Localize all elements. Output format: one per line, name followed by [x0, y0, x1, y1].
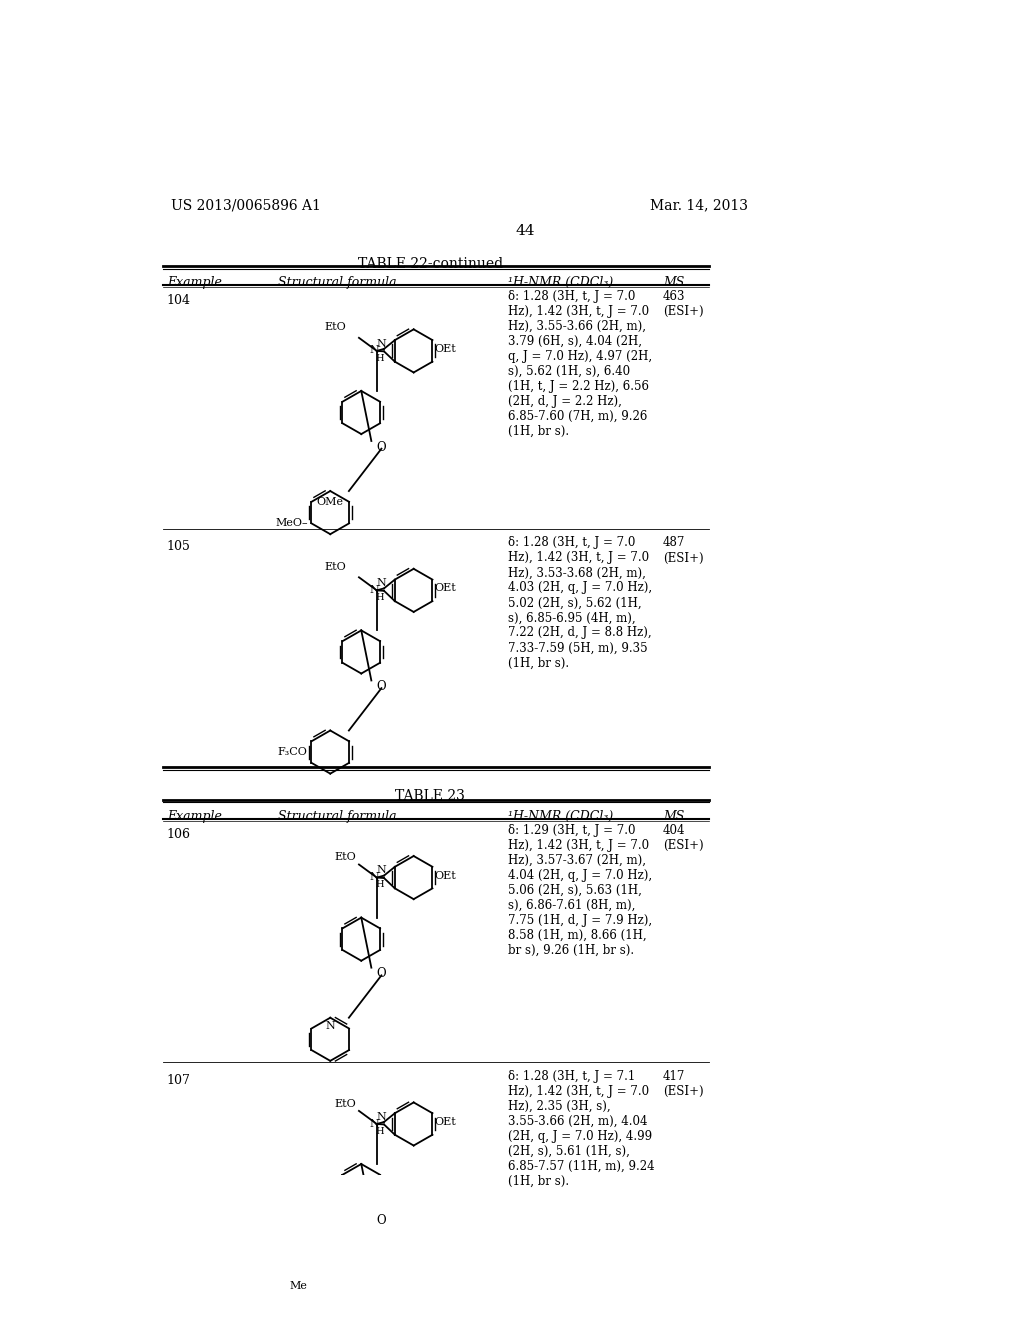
Text: N: N: [377, 578, 387, 589]
Text: Me: Me: [290, 1280, 307, 1291]
Text: H: H: [376, 593, 384, 602]
Text: TABLE 22-continued: TABLE 22-continued: [357, 257, 503, 271]
Text: N: N: [377, 1111, 387, 1122]
Text: O: O: [377, 968, 386, 981]
Text: MS: MS: [663, 276, 684, 289]
Text: N: N: [370, 585, 380, 595]
Text: O: O: [377, 680, 386, 693]
Text: H: H: [376, 880, 384, 890]
Text: N: N: [370, 346, 380, 355]
Text: 104: 104: [167, 294, 190, 308]
Text: H: H: [376, 354, 384, 363]
Text: TABLE 23: TABLE 23: [395, 789, 465, 803]
Text: Example: Example: [167, 276, 221, 289]
Text: F₃CO: F₃CO: [278, 747, 307, 758]
Text: OEt: OEt: [435, 345, 457, 354]
Text: 463
(ESI+): 463 (ESI+): [663, 290, 703, 318]
Text: Example: Example: [167, 810, 221, 822]
Text: EtO: EtO: [334, 1098, 356, 1109]
Text: MS: MS: [663, 810, 684, 822]
Text: O: O: [377, 441, 386, 454]
Text: MeO–: MeO–: [275, 519, 307, 528]
Text: 417
(ESI+): 417 (ESI+): [663, 1071, 703, 1098]
Text: 44: 44: [515, 224, 535, 238]
Text: US 2013/0065896 A1: US 2013/0065896 A1: [171, 198, 321, 213]
Text: N: N: [370, 873, 380, 882]
Text: N: N: [326, 1020, 335, 1031]
Text: OEt: OEt: [435, 1117, 457, 1127]
Text: ¹H-NMR (CDCl₃): ¹H-NMR (CDCl₃): [508, 810, 613, 822]
Text: O: O: [377, 1213, 386, 1226]
Text: Structural formula: Structural formula: [278, 276, 396, 289]
Text: δ: 1.28 (3H, t, J = 7.0
Hz), 1.42 (3H, t, J = 7.0
Hz), 3.53-3.68 (2H, m),
4.03 (: δ: 1.28 (3H, t, J = 7.0 Hz), 1.42 (3H, t…: [508, 536, 652, 669]
Text: EtO: EtO: [324, 562, 346, 572]
Text: 487
(ESI+): 487 (ESI+): [663, 536, 703, 565]
Text: EtO: EtO: [334, 853, 356, 862]
Text: N: N: [377, 339, 387, 348]
Text: EtO: EtO: [324, 322, 346, 333]
Text: 404
(ESI+): 404 (ESI+): [663, 824, 703, 851]
Text: 105: 105: [167, 540, 190, 553]
Text: H: H: [376, 1127, 384, 1135]
Text: δ: 1.28 (3H, t, J = 7.0
Hz), 1.42 (3H, t, J = 7.0
Hz), 3.55-3.66 (2H, m),
3.79 (: δ: 1.28 (3H, t, J = 7.0 Hz), 1.42 (3H, t…: [508, 290, 652, 438]
Text: Structural formula: Structural formula: [278, 810, 396, 822]
Text: N: N: [370, 1118, 380, 1129]
Text: δ: 1.29 (3H, t, J = 7.0
Hz), 1.42 (3H, t, J = 7.0
Hz), 3.57-3.67 (2H, m),
4.04 (: δ: 1.29 (3H, t, J = 7.0 Hz), 1.42 (3H, t…: [508, 824, 652, 957]
Text: ¹H-NMR (CDCl₃): ¹H-NMR (CDCl₃): [508, 276, 613, 289]
Text: OEt: OEt: [435, 583, 457, 594]
Text: N: N: [377, 866, 387, 875]
Text: 107: 107: [167, 1074, 190, 1086]
Text: δ: 1.28 (3H, t, J = 7.1
Hz), 1.42 (3H, t, J = 7.0
Hz), 2.35 (3H, s),
3.55-3.66 (: δ: 1.28 (3H, t, J = 7.1 Hz), 1.42 (3H, t…: [508, 1071, 654, 1188]
Text: Mar. 14, 2013: Mar. 14, 2013: [650, 198, 748, 213]
Text: OEt: OEt: [435, 871, 457, 880]
Text: 106: 106: [167, 828, 190, 841]
Text: OMe: OMe: [316, 498, 344, 507]
